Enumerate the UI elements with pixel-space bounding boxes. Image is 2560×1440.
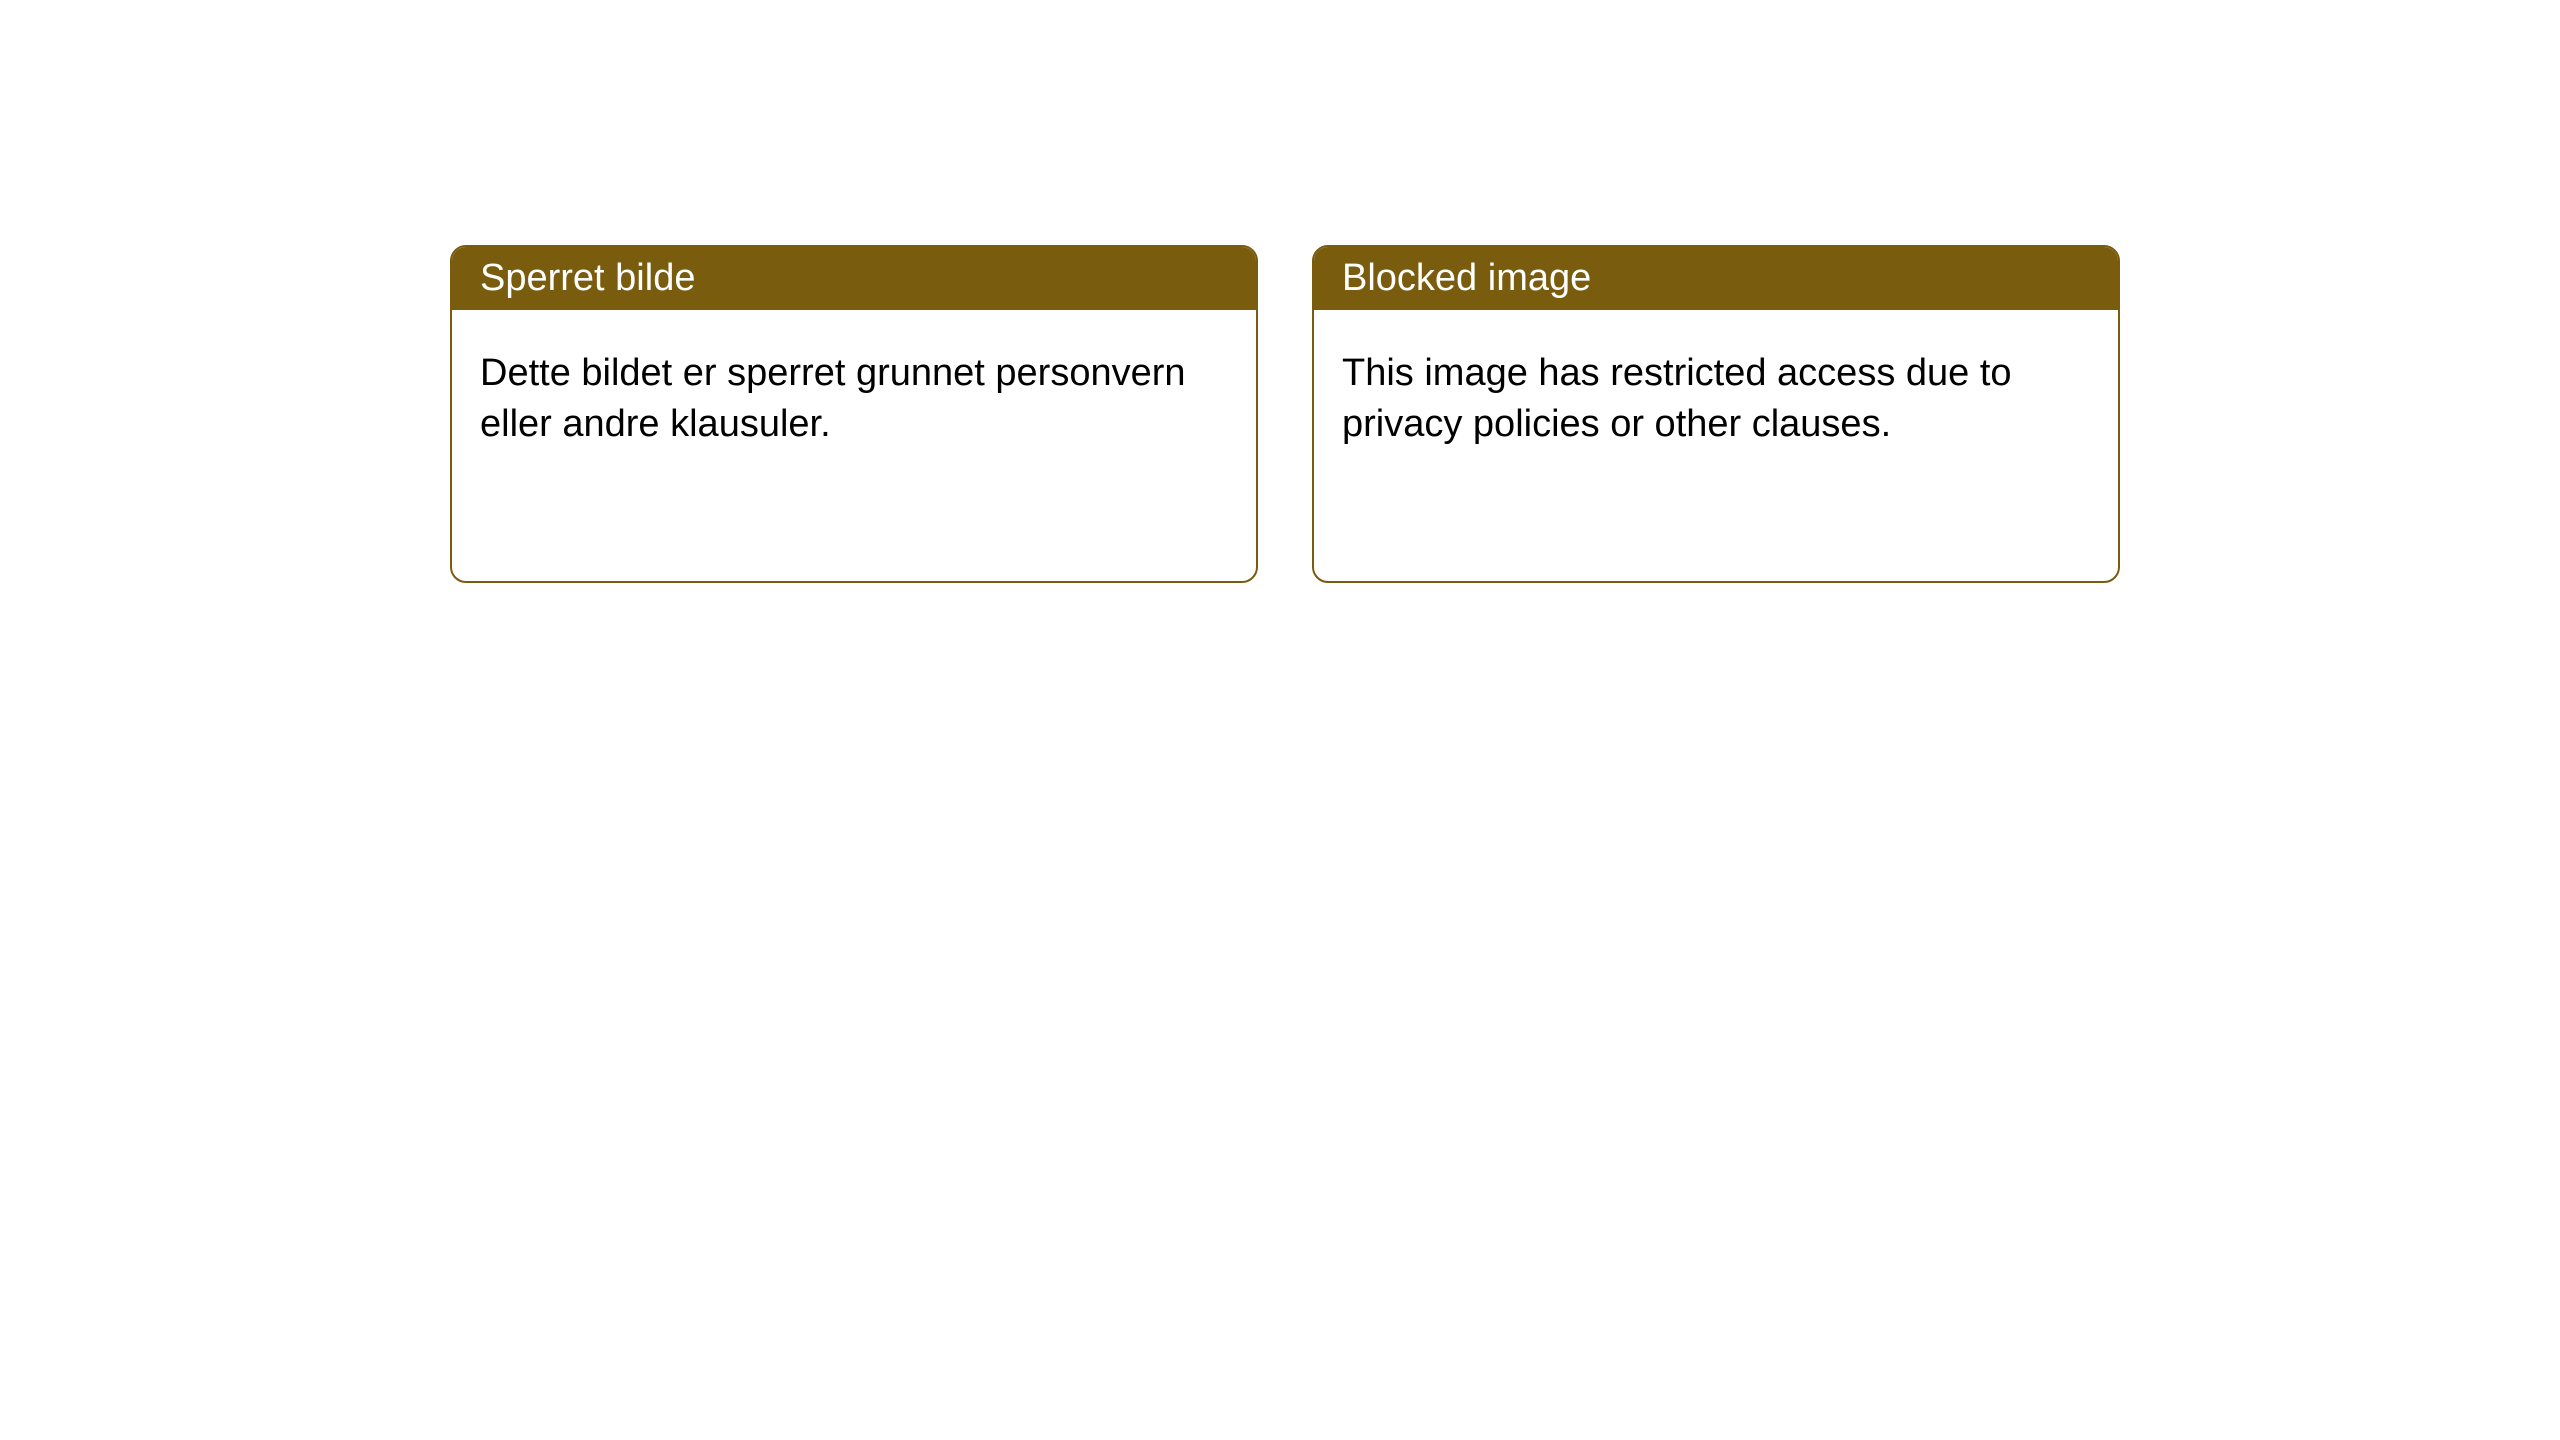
- card-body: This image has restricted access due to …: [1314, 310, 2118, 489]
- card-header: Sperret bilde: [452, 247, 1256, 310]
- card-title: Blocked image: [1342, 257, 1591, 299]
- card-body-text: This image has restricted access due to …: [1342, 352, 2012, 445]
- card-title: Sperret bilde: [480, 257, 695, 299]
- card-body: Dette bildet er sperret grunnet personve…: [452, 310, 1256, 489]
- card-header: Blocked image: [1314, 247, 2118, 310]
- notice-container: Sperret bilde Dette bildet er sperret gr…: [0, 0, 2560, 583]
- notice-card-norwegian: Sperret bilde Dette bildet er sperret gr…: [450, 245, 1258, 583]
- notice-card-english: Blocked image This image has restricted …: [1312, 245, 2120, 583]
- card-body-text: Dette bildet er sperret grunnet personve…: [480, 352, 1186, 445]
